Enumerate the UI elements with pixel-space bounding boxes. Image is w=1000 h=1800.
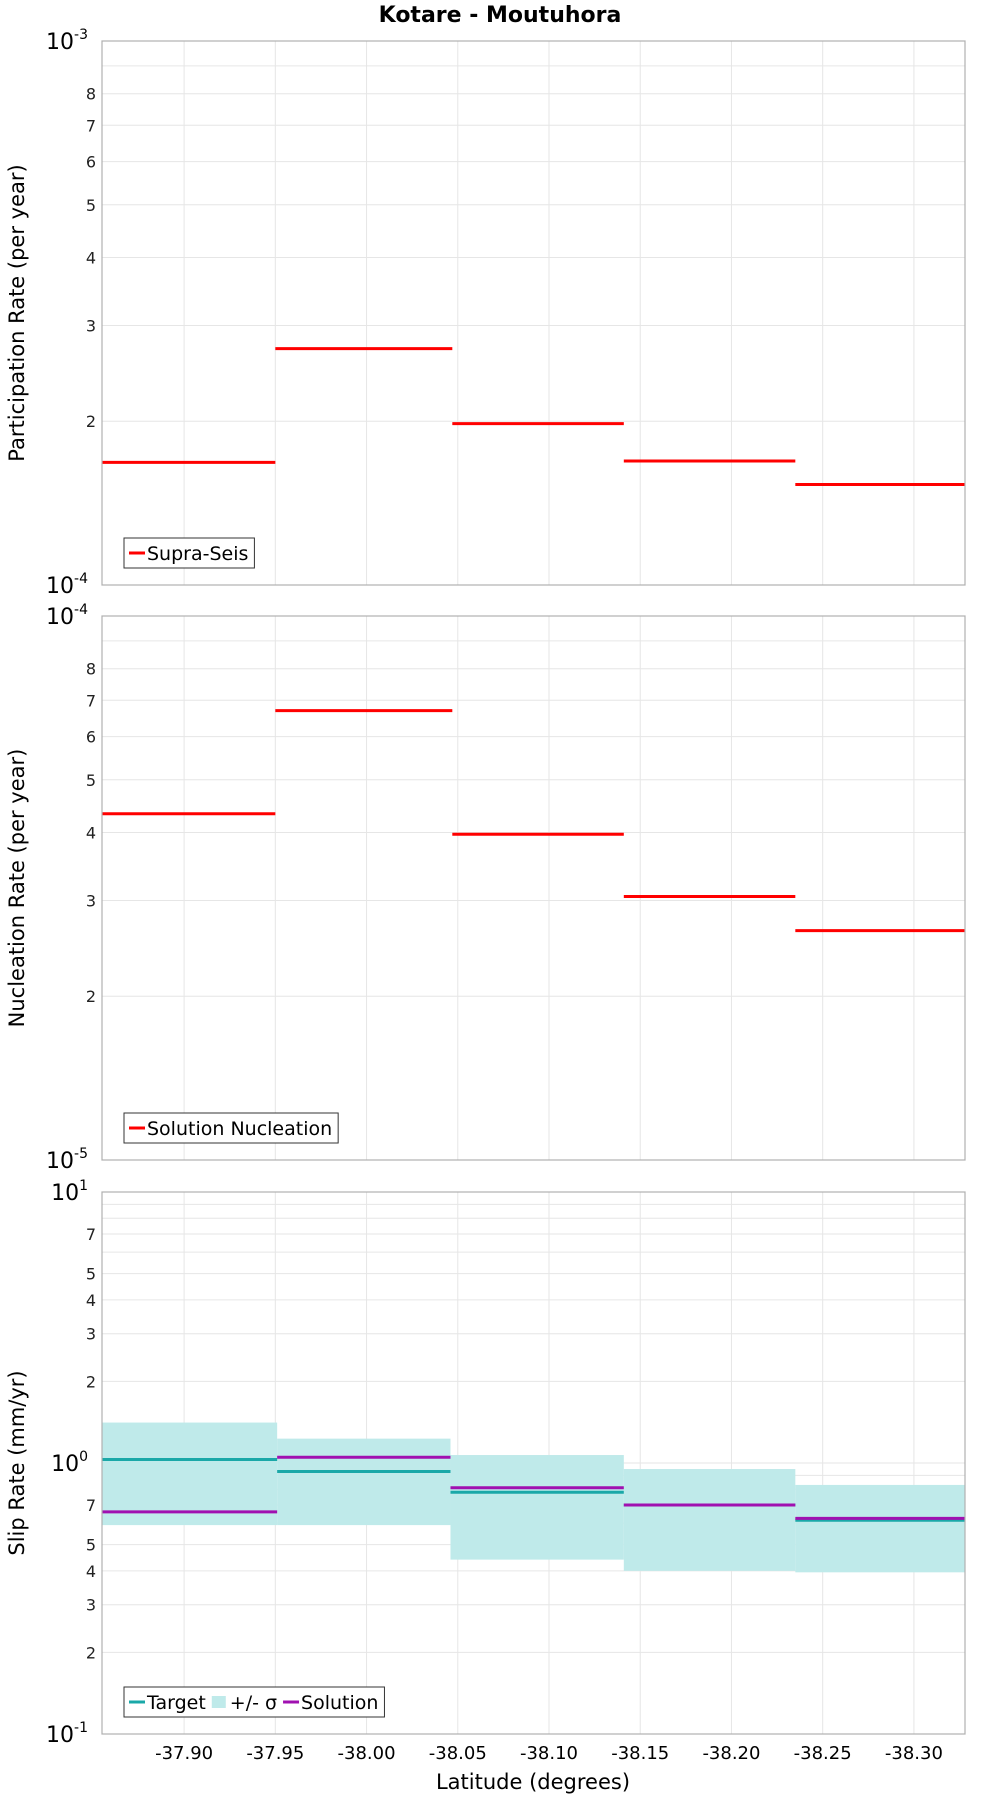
y-tick-label: 4 (86, 1562, 96, 1581)
x-tick-label: -38.10 (520, 1743, 578, 1764)
y-tick-label: 8 (86, 660, 96, 679)
y-tick-label: 5 (86, 771, 96, 790)
x-tick-label: -38.25 (794, 1743, 852, 1764)
y-axis-label: Slip Rate (mm/yr) (5, 1370, 29, 1555)
y-tick-label: 5 (86, 1265, 96, 1284)
y-decade-label: 10-5 (46, 1146, 88, 1174)
x-tick-label: -38.20 (702, 1743, 760, 1764)
x-tick-label: -38.30 (885, 1743, 943, 1764)
legend-box (123, 537, 255, 569)
y-tick-label: 2 (86, 412, 96, 431)
sigma-band-segment (450, 1455, 624, 1560)
y-tick-label: 2 (86, 1372, 96, 1391)
y-decade-label: 10-4 (46, 602, 88, 630)
x-tick-label: -38.05 (429, 1743, 487, 1764)
y-axis-label: Nucleation Rate (per year) (5, 749, 29, 1028)
legend-item-label: +/- σ (230, 1692, 277, 1714)
sigma-band-segment (623, 1469, 796, 1571)
y-tick-label: 3 (86, 1596, 96, 1615)
y-tick-label: 4 (86, 823, 96, 842)
x-tick-label: -38.15 (611, 1743, 669, 1764)
panel-2: 8 7 6 5 4 3 2 10-4 10-5 Nucleation Rate (per year… (5, 602, 966, 1174)
legend: Target +/- σ Solution (123, 1686, 385, 1718)
y-decade-label: 10-3 (46, 27, 88, 55)
plot-area (102, 41, 965, 585)
legend-swatch-band (211, 1696, 226, 1708)
plot-frame (101, 40, 966, 586)
plot-frame (101, 1191, 966, 1735)
y-tick-label: 6 (86, 153, 96, 172)
y-tick-label: 6 (86, 728, 96, 747)
y-tick-label: 4 (86, 1291, 96, 1310)
x-tick-label: -37.95 (246, 1743, 304, 1764)
legend-item-label: Target (146, 1692, 206, 1714)
legend: Supra-Seis (123, 537, 255, 569)
x-tick-label: -38.00 (338, 1743, 396, 1764)
legend-box (123, 1112, 339, 1144)
y-tick-label: 5 (86, 196, 96, 215)
y-tick-label: 8 (86, 85, 96, 104)
y-tick-label: 7 (86, 116, 96, 135)
sigma-band-segment (277, 1438, 451, 1526)
x-axis: -37.90 -37.95 -38.00 -38.05 -38.10 -38.15 -38.… (155, 1743, 943, 1764)
panels: 8 7 6 5 4 3 2 10-3 10-4 Participation Rate (per y… (5, 27, 966, 1748)
sigma-band-segment (795, 1484, 965, 1573)
legend: Solution Nucleation (123, 1112, 339, 1144)
y-axis-label: Participation Rate (per year) (5, 164, 29, 461)
chart-title: Kotare - Moutuhora (379, 3, 622, 28)
legend-box (123, 1686, 385, 1718)
plot-area (102, 616, 965, 1160)
legend-item-label: Supra-Seis (147, 543, 248, 565)
panel-3: 7 5 4 3 2 7 5 4 3 2 101 100 10-1 Slip Rate (mm/yr) Tar… (5, 1178, 966, 1748)
y-tick-label: 3 (86, 316, 96, 335)
y-decade-label: 100 (51, 1449, 88, 1477)
y-tick-label: 5 (86, 1536, 96, 1555)
legend-item-label: Solution Nucleation (147, 1118, 332, 1140)
sigma-band-segment (102, 1422, 278, 1526)
y-tick-label: 7 (86, 1496, 96, 1515)
y-tick-label: 4 (86, 248, 96, 267)
x-axis-label: Latitude (degrees) (436, 1770, 630, 1794)
y-tick-label: 3 (86, 1325, 96, 1344)
y-tick-label: 2 (86, 987, 96, 1006)
y-tick-label: 2 (86, 1643, 96, 1662)
y-decade-label: 101 (51, 1178, 88, 1206)
y-decade-label: 10-1 (46, 1720, 88, 1748)
plot-frame (101, 615, 966, 1161)
y-tick-label: 7 (86, 1225, 96, 1244)
panel-1: 8 7 6 5 4 3 2 10-3 10-4 Participation Rate (per y… (5, 27, 966, 599)
y-tick-label: 3 (86, 891, 96, 910)
y-decade-label: 10-4 (46, 571, 88, 599)
legend-item-label: Solution (301, 1692, 378, 1714)
x-tick-label: -37.90 (155, 1743, 213, 1764)
y-tick-label: 7 (86, 691, 96, 710)
